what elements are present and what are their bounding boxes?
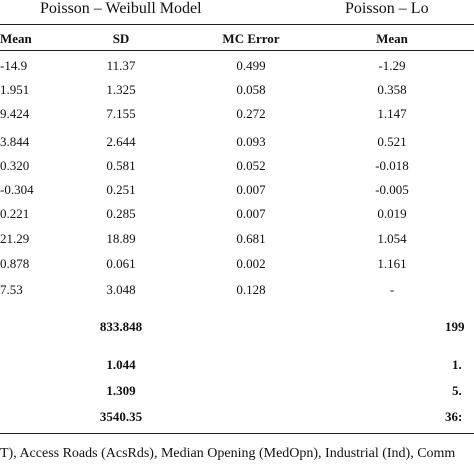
cell-mc-error: 0.681: [236, 231, 266, 246]
summary-value: 3540.35: [99, 409, 143, 424]
cell-mc-error: 0.002: [236, 256, 266, 271]
table-footnote: T), Access Roads (AcsRds), Median Openin…: [0, 446, 456, 461]
summary-value-second: 36:: [445, 409, 463, 424]
summary-value: 1.309: [106, 383, 136, 398]
summary-row: 1.044 1.: [0, 357, 474, 375]
group-title-second-model: Poisson – Lo: [345, 0, 429, 17]
cell-mean-second: -: [389, 282, 395, 297]
cell-mc-error: 0.058: [236, 82, 266, 97]
cell-mc-error: 0.007: [236, 206, 266, 221]
cell-mean: 0.878: [0, 256, 30, 271]
cell-sd: 7.155: [106, 106, 136, 121]
summary-row: 3540.35 36:: [0, 409, 474, 427]
table-row: -14.9 11.37 0.499 -1.29: [0, 58, 474, 76]
cell-mc-error: 0.499: [236, 58, 266, 73]
cell-mean-second: 1.147: [377, 106, 407, 121]
table-row: 3.844 2.644 0.093 0.521: [0, 134, 474, 152]
cell-sd: 11.37: [106, 58, 136, 73]
cell-mean: 0.221: [0, 206, 30, 221]
summary-row: 833.848 199: [0, 319, 474, 337]
cell-mean-second: 0.019: [377, 206, 407, 221]
table-row: 9.424 7.155 0.272 1.147: [0, 106, 474, 124]
cell-mc-error: 0.272: [236, 106, 266, 121]
cell-mean-second: -1.29: [378, 58, 406, 73]
cell-sd: 0.251: [106, 182, 136, 197]
table-row: 0.221 0.285 0.007 0.019: [0, 206, 474, 224]
table-bottom-rule: [0, 433, 474, 434]
table-row: 1.951 1.325 0.058 0.358: [0, 82, 474, 100]
header-mc-error: MC Error: [222, 31, 280, 46]
cell-mc-error: 0.093: [236, 134, 266, 149]
cell-mean-second: 1.161: [377, 256, 407, 271]
cell-mean: 9.424: [0, 106, 30, 121]
cell-mean: 7.53: [0, 282, 23, 297]
summary-row: 1.309 5.: [0, 383, 474, 401]
header-mean-second: Mean: [376, 31, 408, 46]
table-row: 0.878 0.061 0.002 1.161: [0, 256, 474, 274]
cell-mc-error: 0.052: [236, 158, 266, 173]
cell-sd: 2.644: [106, 134, 136, 149]
cell-sd: 1.325: [106, 82, 136, 97]
summary-value-second: 199: [445, 319, 465, 334]
cell-sd: 0.285: [106, 206, 136, 221]
summary-value-second: 5.: [452, 383, 462, 398]
cell-mean: 21.29: [0, 231, 30, 246]
header-sd: SD: [112, 31, 130, 46]
cell-mean: 1.951: [0, 82, 30, 97]
table-row: 0.320 0.581 0.052 -0.018: [0, 158, 474, 176]
cell-mean-second: -0.018: [375, 158, 409, 173]
cell-mean: 3.844: [0, 134, 30, 149]
table-row: 7.53 3.048 0.128 -: [0, 282, 474, 300]
group-title-weibull: Poisson – Weibull Model: [40, 0, 202, 17]
cell-mc-error: 0.128: [236, 282, 266, 297]
cell-mean-second: 1.054: [377, 231, 407, 246]
summary-value: 1.044: [106, 357, 136, 372]
summary-value-second: 1.: [452, 357, 462, 372]
cell-sd: 0.581: [106, 158, 136, 173]
cell-mean: -0.304: [0, 182, 34, 197]
header-top-rule: [0, 24, 474, 25]
cell-sd: 0.061: [106, 256, 136, 271]
cell-mean-second: 0.521: [377, 134, 407, 149]
cell-sd: 3.048: [106, 282, 136, 297]
header-bottom-rule: [0, 50, 474, 51]
table-row: 21.29 18.89 0.681 1.054: [0, 231, 474, 249]
cell-mc-error: 0.007: [236, 182, 266, 197]
summary-value: 833.848: [99, 319, 143, 334]
table-row: -0.304 0.251 0.007 -0.005: [0, 182, 474, 200]
cell-mean: 0.320: [0, 158, 30, 173]
cell-sd: 18.89: [106, 231, 136, 246]
cell-mean: -14.9: [0, 58, 28, 73]
cell-mean-second: 0.358: [377, 82, 407, 97]
cell-mean-second: -0.005: [375, 182, 409, 197]
header-mean: Mean: [0, 31, 32, 46]
